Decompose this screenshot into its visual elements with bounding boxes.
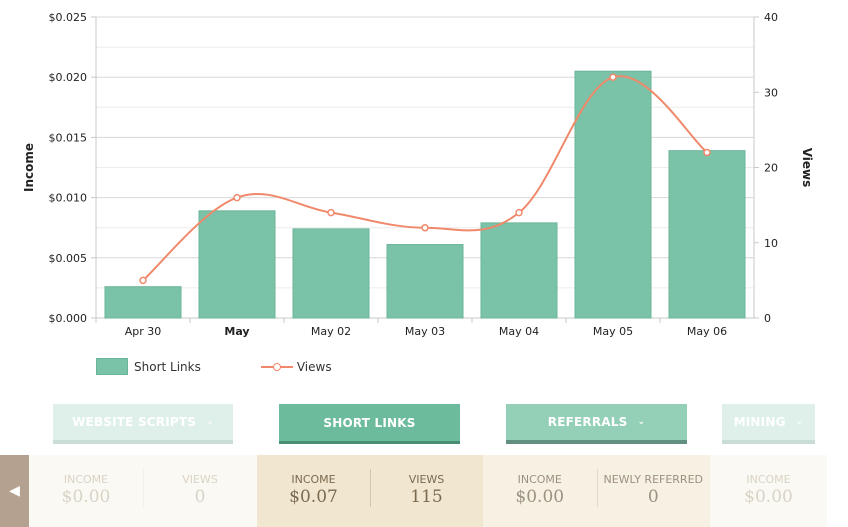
stat-views: VIEWS 0 [143, 455, 257, 527]
y-tick-label: $0.025 [49, 11, 88, 24]
views-point [703, 148, 711, 157]
bar [480, 222, 558, 319]
stat-income: INCOME $0.00 [29, 455, 143, 527]
tab-short-links-label: SHORT LINKS [323, 415, 416, 430]
stat-income: INCOME $0.07 [257, 455, 370, 527]
y-axis-title: Income [22, 143, 36, 192]
tab-referrals-label: REFERRALS [547, 415, 628, 429]
chevron-down-icon: ⌄ [637, 417, 646, 427]
stat-label: INCOME [517, 473, 562, 486]
y-tick-label: $0.015 [49, 131, 88, 144]
y2-tick-label: 10 [764, 237, 778, 250]
stat-income: INCOME $0.00 [483, 455, 597, 527]
legend-label-views: Views [296, 359, 332, 374]
y-tick-label: $0.010 [49, 192, 88, 205]
bar [668, 150, 746, 319]
x-tick-label: May [224, 325, 249, 338]
x-tick-label: May 06 [687, 325, 727, 338]
tab-website-scripts[interactable]: WEBSITE SCRIPTS ⌄ [53, 404, 233, 444]
stat-value: 115 [410, 487, 443, 507]
stat-value: 0 [647, 487, 659, 507]
x-tick-label: May 04 [499, 325, 539, 338]
stat-newly-referred: NEWLY REFERRED 0 [596, 455, 711, 527]
panel-mining: INCOME $0.00 [710, 455, 827, 527]
legend-swatch-line [260, 358, 293, 375]
tab-short-links[interactable]: SHORT LINKS [279, 404, 460, 444]
stat-value: $0.07 [289, 487, 338, 507]
y2-tick-label: 20 [764, 162, 778, 175]
x-tick-label: May 05 [593, 325, 633, 338]
tab-website-scripts-label: WEBSITE SCRIPTS [72, 415, 197, 429]
views-point [233, 193, 241, 202]
y2-tick-label: 40 [764, 11, 778, 24]
views-point [515, 208, 523, 217]
stat-label: VIEWS [408, 473, 445, 486]
views-point [421, 223, 429, 232]
y-tick-label: $0.000 [49, 312, 88, 325]
x-tick-label: May 02 [311, 325, 351, 338]
chevron-down-icon: ⌄ [206, 417, 214, 427]
panel-short-links: INCOME $0.07 VIEWS 115 [257, 455, 483, 527]
y-tick-label: $0.005 [49, 252, 88, 265]
stat-label: VIEWS [182, 473, 218, 486]
legend-item-views[interactable]: Views [260, 358, 332, 375]
stat-label: INCOME [746, 473, 791, 486]
x-tick-label: Apr 30 [125, 325, 162, 338]
y2-tick-label: 0 [764, 312, 771, 325]
tab-mining[interactable]: MINING ⌄ [722, 404, 815, 444]
stat-value: 0 [194, 487, 206, 507]
bar [198, 210, 276, 319]
legend-item-short-links[interactable]: Short Links [96, 358, 201, 375]
stat-income: INCOME $0.00 [710, 455, 827, 527]
y-tick-label: $0.020 [49, 71, 88, 84]
chevron-down-icon: ⌄ [795, 417, 804, 427]
tab-referrals[interactable]: REFERRALS ⌄ [506, 404, 687, 444]
chart-legend: Short Links Views [96, 358, 332, 375]
legend-swatch-bar [96, 358, 128, 375]
y2-tick-label: 30 [764, 86, 778, 99]
views-point [139, 276, 147, 285]
stat-label: NEWLY REFERRED [603, 473, 703, 486]
stat-value: $0.00 [744, 487, 793, 507]
x-tick-label: May 03 [405, 325, 445, 338]
caret-left-icon: ◀ [9, 483, 20, 499]
bar [104, 286, 182, 319]
income-views-chart: $0.000 $0.005 $0.010 $0.015 $0.020 $0.025 0 10 2… [22, 11, 814, 338]
views-point [327, 208, 335, 217]
tab-mining-label: MINING [733, 415, 786, 429]
stat-value: $0.00 [61, 487, 111, 507]
bar [386, 244, 464, 319]
stat-views: VIEWS 115 [370, 455, 483, 527]
views-point [609, 73, 617, 81]
panel-website-scripts: INCOME $0.00 VIEWS 0 [29, 455, 257, 527]
prev-panel-button[interactable]: ◀ [0, 455, 29, 527]
stat-label: INCOME [291, 473, 336, 486]
bar [574, 70, 652, 319]
legend-label-short-links: Short Links [134, 359, 201, 374]
bar [292, 228, 370, 319]
stat-value: $0.00 [515, 487, 565, 507]
panel-referrals: INCOME $0.00 NEWLY REFERRED 0 [483, 455, 710, 527]
y2-axis-title: Views [800, 148, 814, 188]
stat-label: INCOME [63, 473, 109, 486]
